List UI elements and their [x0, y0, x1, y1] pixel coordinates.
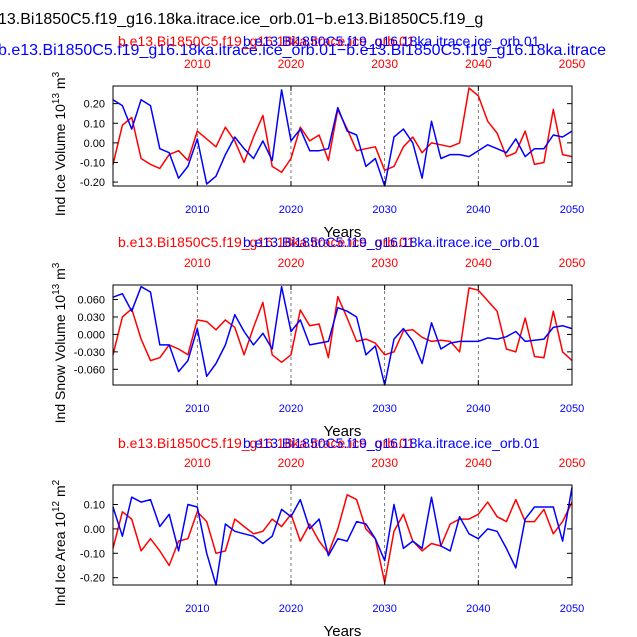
y-axis-label: Ind Ice Volume 1013 m3 [51, 71, 68, 216]
y-tick-label: -0.10 [80, 157, 105, 169]
panel-title-red: b.e13.Bi1850C5.f19_g16.18ka.itrace.ice_o… [118, 435, 415, 451]
plot-frame [112, 284, 573, 386]
x-tick-label-bottom: 2050 [560, 403, 584, 415]
x-tick-label-bottom: 2030 [372, 204, 396, 216]
y-tick-label: 0.060 [77, 295, 105, 307]
x-axis-label: Years [324, 623, 362, 637]
x-tick-label-bottom: 2030 [372, 403, 396, 415]
chart-panel-3: b.e13.Bi1850C5.f19_g16.18ka.itrace.ice_o… [51, 435, 586, 637]
y-tick-label: 0.10 [84, 118, 105, 130]
y-tick-label: 0.00 [84, 138, 105, 150]
x-tick-label-top: 2040 [465, 456, 492, 470]
x-axis-label: Years [324, 423, 362, 440]
y-tick-label: -0.10 [80, 548, 105, 560]
x-tick-label-bottom: 2030 [372, 603, 396, 615]
x-tick-label-top: 2020 [278, 57, 305, 71]
x-tick-label-top: 2020 [278, 256, 305, 270]
x-tick-label-bottom: 2020 [279, 204, 303, 216]
x-tick-label-top: 2010 [184, 57, 211, 71]
y-tick-label: -0.060 [74, 364, 105, 376]
x-tick-label-top: 2010 [184, 256, 211, 270]
x-tick-label-top: 2040 [465, 256, 492, 270]
plot-frame [112, 85, 573, 187]
x-tick-label-top: 2050 [559, 456, 586, 470]
plot-frame [112, 484, 573, 586]
y-tick-label: 0.030 [77, 312, 105, 324]
y-tick-label: -0.20 [80, 177, 105, 189]
main-title: 13.Bi1850C5.f19_g16.18ka.itrace.ice_orb.… [0, 11, 483, 28]
x-tick-label-top: 2040 [465, 57, 492, 71]
x-tick-label-bottom: 2020 [279, 603, 303, 615]
series-line-blue [112, 285, 573, 386]
series-line-red [112, 87, 573, 174]
x-tick-label-top: 2030 [371, 57, 398, 71]
x-tick-label-top: 2030 [371, 256, 398, 270]
y-tick-label: 0.10 [84, 500, 105, 512]
x-tick-label-top: 2030 [371, 456, 398, 470]
x-tick-label-bottom: 2010 [185, 603, 209, 615]
x-tick-label-bottom: 2040 [466, 603, 490, 615]
panels: b.e13.Bi1850C5.f19_g16.18ka.itrace.ice_o… [51, 33, 586, 637]
x-tick-label-top: 2010 [184, 456, 211, 470]
y-axis-label: Ind Snow Volume 1013 m3 [51, 262, 68, 423]
main-subtitle-behind: b.e13.Bi1850C5.f19_g16.18ka.itrace.ice_o… [0, 42, 606, 59]
x-tick-label-bottom: 2050 [560, 603, 584, 615]
x-tick-label-bottom: 2040 [466, 204, 490, 216]
panel-title-red: b.e13.Bi1850C5.f19_g16.18ka.itrace.ice_o… [118, 33, 415, 49]
chart-panel-1: b.e13.Bi1850C5.f19_g16.18ka.itrace.ice_o… [51, 33, 586, 241]
y-tick-label: -0.20 [80, 573, 105, 585]
x-axis-label: Years [324, 224, 362, 241]
series-line-blue [112, 487, 573, 586]
y-tick-label: 0.000 [77, 329, 105, 341]
series-line-blue [112, 89, 573, 187]
y-axis-label: Ind Ice Area 1012 m2 [51, 479, 68, 606]
y-tick-label: 0.20 [84, 99, 105, 111]
x-tick-label-bottom: 2050 [560, 204, 584, 216]
x-tick-label-bottom: 2040 [466, 403, 490, 415]
panel-title-blue: b.e13.Bi1850C5.f19_g16.18ka.itrace.ice_o… [243, 234, 540, 250]
y-tick-label: -0.030 [74, 347, 105, 359]
panel-title-blue: b.e13.Bi1850C5.f19_g16.18ka.itrace.ice_o… [243, 435, 540, 451]
x-tick-label-top: 2050 [559, 256, 586, 270]
panel-title-blue: b.e13.Bi1850C5.f19_g16.18ka.itrace.ice_o… [243, 33, 540, 49]
x-tick-label-bottom: 2010 [185, 204, 209, 216]
series-line-red [112, 494, 573, 584]
x-tick-label-bottom: 2010 [185, 403, 209, 415]
y-tick-label: 0.00 [84, 524, 105, 536]
x-tick-label-top: 2020 [278, 456, 305, 470]
chart-panel-2: b.e13.Bi1850C5.f19_g16.18ka.itrace.ice_o… [51, 234, 586, 440]
series-line-red [112, 287, 573, 364]
panel-title-red: b.e13.Bi1850C5.f19_g16.18ka.itrace.ice_o… [118, 234, 415, 250]
x-tick-label-top: 2050 [559, 57, 586, 71]
x-tick-label-bottom: 2020 [279, 403, 303, 415]
